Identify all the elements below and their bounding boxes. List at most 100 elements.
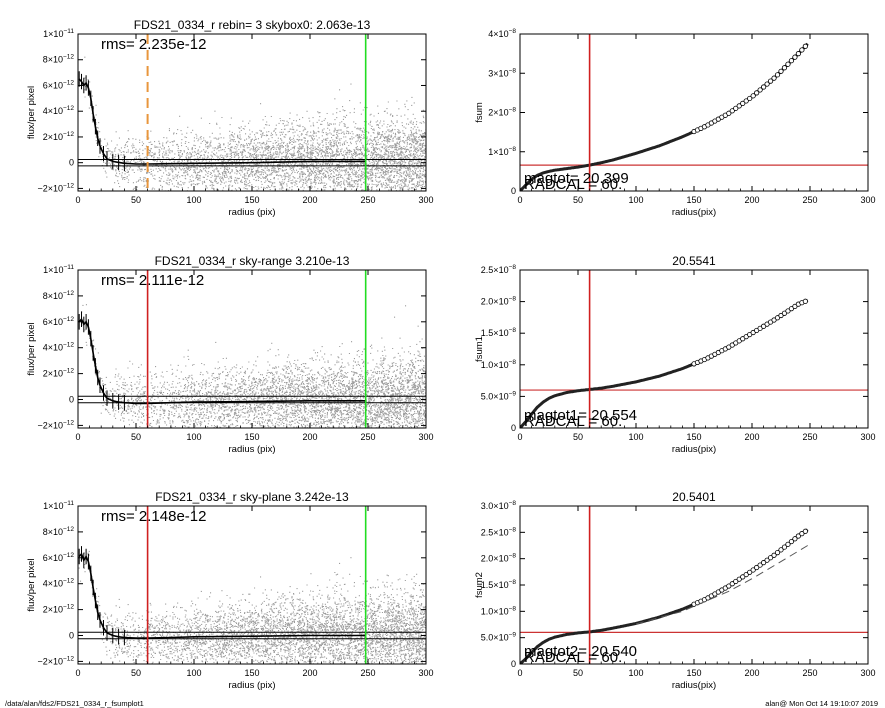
x-tick-label: 50 bbox=[573, 432, 583, 442]
x-tick-label: 300 bbox=[418, 668, 433, 678]
y-tick-label: 0 bbox=[69, 631, 74, 641]
flux-marker bbox=[785, 61, 791, 67]
y-tick-label: 6×10−12 bbox=[43, 316, 75, 327]
y-tick-label: 4×10−8 bbox=[488, 28, 516, 39]
y-tick-label: 5.0×10−9 bbox=[481, 632, 517, 643]
flux-marker bbox=[733, 105, 739, 111]
y-axis-label: flux/per pixel bbox=[26, 558, 37, 611]
y-tick-label: 1×10−8 bbox=[488, 146, 516, 157]
x-tick-label: 50 bbox=[573, 668, 583, 678]
flux-marker bbox=[747, 95, 753, 102]
x-tick-label: 50 bbox=[131, 668, 141, 678]
plot-area bbox=[520, 34, 868, 191]
x-tick-label: 0 bbox=[517, 195, 522, 205]
radcal-annotation: RADCAL = 60. bbox=[524, 413, 622, 430]
radial-profile-line bbox=[78, 552, 366, 639]
x-tick-label: 250 bbox=[802, 668, 817, 678]
panel-title: FDS21_0334_r sky-range 3.210e-13 bbox=[155, 254, 350, 268]
x-tick-label: 300 bbox=[418, 195, 433, 205]
y-tick-label: 1.0×10−8 bbox=[481, 359, 517, 370]
y-tick-label: 0 bbox=[69, 158, 74, 168]
flux-marker bbox=[802, 43, 808, 49]
y-axis-label: flux/per pixel bbox=[26, 322, 37, 375]
x-axis-label: radius (pix) bbox=[229, 207, 276, 218]
x-tick-label: 0 bbox=[517, 432, 522, 442]
y-tick-label: −2×10−12 bbox=[37, 655, 74, 666]
x-axis-label: radius (pix) bbox=[229, 680, 276, 691]
y-tick-label: 0 bbox=[511, 186, 516, 196]
flux-marker bbox=[771, 552, 777, 558]
x-tick-label: 0 bbox=[75, 195, 80, 205]
flux-marker bbox=[757, 87, 763, 93]
x-tick-label: 50 bbox=[131, 195, 141, 205]
y-tick-label: 3.0×10−8 bbox=[481, 500, 517, 511]
y-axis-label: fsum2 bbox=[474, 572, 485, 598]
plot-area bbox=[78, 34, 426, 191]
y-tick-label: 1.0×10−8 bbox=[481, 605, 517, 616]
x-tick-label: 150 bbox=[686, 668, 701, 678]
x-tick-label: 100 bbox=[628, 668, 643, 678]
flux-marker bbox=[767, 555, 774, 561]
panel-p2: 0 50 100 150 200 250 300 0 1×10−8 2×10−8 3×10−8 4×1… bbox=[474, 28, 876, 218]
y-tick-label: 8×10−12 bbox=[43, 290, 75, 301]
x-tick-label: 300 bbox=[860, 668, 875, 678]
flux-marker bbox=[792, 536, 798, 542]
flux-marker bbox=[799, 47, 805, 53]
x-tick-label: 250 bbox=[360, 195, 375, 205]
y-tick-label: 6×10−12 bbox=[43, 79, 75, 90]
y-tick-label: 8×10−12 bbox=[43, 526, 75, 537]
scatter-points bbox=[80, 56, 426, 191]
footer-timestamp: alan@ Mon Oct 14 19:10:07 2019 bbox=[765, 699, 878, 708]
flux-marker bbox=[771, 75, 777, 81]
flux-marker bbox=[802, 528, 808, 534]
footer-path: /data/alan/fds2/FDS21_0334_r_fsumplot1 bbox=[5, 699, 144, 708]
x-tick-label: 0 bbox=[75, 432, 80, 442]
x-tick-label: 200 bbox=[744, 668, 759, 678]
x-tick-label: 50 bbox=[131, 432, 141, 442]
x-tick-label: 200 bbox=[302, 195, 317, 205]
flux-marker bbox=[729, 108, 735, 114]
rms-annotation: rms= 2.111e-12 bbox=[101, 272, 204, 289]
y-tick-label: 2.5×10−8 bbox=[481, 526, 517, 537]
x-tick-label: 100 bbox=[186, 668, 201, 678]
x-tick-label: 100 bbox=[628, 195, 643, 205]
y-tick-label: 0 bbox=[511, 423, 516, 433]
flux-marker bbox=[781, 310, 788, 316]
magtot-annotation: magtot= 20.399 bbox=[524, 170, 629, 187]
flux-marker bbox=[743, 571, 749, 578]
y-tick-label: −2×10−12 bbox=[37, 419, 74, 430]
x-tick-label: 200 bbox=[744, 432, 759, 442]
panel-p4: 0 50 100 150 200 250 300 0 5.0×10−9 1.0×10−8 1.5×1… bbox=[474, 254, 876, 455]
radial-profile-line bbox=[78, 317, 366, 405]
magtot-annotation: magtot2= 20.540 bbox=[524, 643, 637, 660]
y-tick-label: 2×10−8 bbox=[488, 107, 516, 118]
plot-area bbox=[520, 506, 868, 664]
flux-marker bbox=[733, 578, 739, 585]
x-tick-label: 50 bbox=[573, 195, 583, 205]
y-tick-label: 4×10−12 bbox=[43, 578, 75, 589]
x-tick-label: 0 bbox=[517, 668, 522, 678]
y-tick-label: 0 bbox=[69, 395, 74, 405]
y-tick-label: 1.5×10−8 bbox=[481, 579, 517, 590]
flux-marker bbox=[778, 68, 784, 74]
flux-marker bbox=[726, 583, 732, 589]
y-axis-label: flux/per pixel bbox=[26, 86, 37, 139]
scatter-points bbox=[81, 304, 426, 428]
y-tick-label: 1×10−11 bbox=[43, 500, 74, 511]
y-tick-label: 0 bbox=[511, 659, 516, 669]
x-axis-label: radius(pix) bbox=[672, 444, 716, 455]
flux-marker bbox=[774, 315, 781, 321]
plot-frame bbox=[519, 269, 869, 429]
flux-marker bbox=[747, 569, 753, 575]
flux-marker bbox=[774, 550, 781, 556]
flux-marker bbox=[764, 81, 770, 87]
x-tick-label: 200 bbox=[744, 195, 759, 205]
flux-marker bbox=[788, 58, 795, 64]
cumulative-flux-curve bbox=[520, 42, 809, 191]
x-tick-label: 250 bbox=[802, 432, 817, 442]
radcal-annotation: RADCAL = 60. bbox=[524, 176, 622, 193]
x-axis-label: radius(pix) bbox=[672, 207, 716, 218]
panel-p5: 0 50 100 150 200 250 300−2×10−1202×10−124×10−1… bbox=[26, 490, 434, 691]
cumulative-flux-markers bbox=[691, 298, 808, 367]
